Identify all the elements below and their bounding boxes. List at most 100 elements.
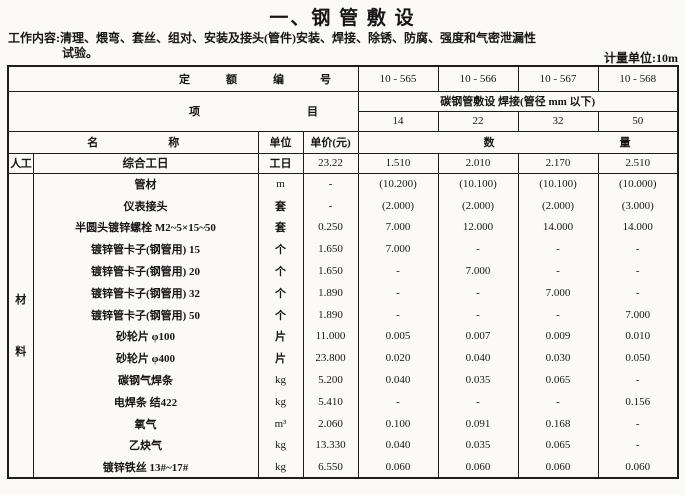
material-name: 镀锌管卡子(钢管用) 15 <box>32 238 259 261</box>
material-name: 镀锌管卡子(钢管用) 20 <box>32 260 259 282</box>
work-content-text-line2: 试验。 <box>62 46 99 60</box>
material-name: 仪表接头 <box>32 194 259 217</box>
material-unit: 个 <box>257 303 304 326</box>
material-value: - <box>597 369 679 391</box>
material-name: 砂轮片 φ400 <box>32 347 259 370</box>
labor-price: 23.22 <box>302 152 359 174</box>
work-content-text: 清理、煨弯、套丝、组对、安装及接头(管件)安装、焊接、除锈、防腐、强度和气密泄漏… <box>60 31 536 45</box>
material-value: - <box>517 303 599 326</box>
material-value: (10.100) <box>517 173 599 195</box>
material-value: 7.000 <box>597 303 679 326</box>
table-row: 砂轮片 φ400 片 23.800 0.020 0.040 0.030 0.05… <box>8 347 679 370</box>
table-row: 半圆头镀锌螺栓 M2~5×15~50 套 0.250 7.000 12.000 … <box>8 216 679 239</box>
material-name: 砂轮片 φ100 <box>32 325 259 348</box>
table-row: 镀锌管卡子(钢管用) 32 个 1.890 - - 7.000 - <box>8 281 679 304</box>
material-value: 0.060 <box>517 456 599 479</box>
material-name: 镀锌管卡子(钢管用) 50 <box>32 303 259 326</box>
material-category-char: 材 <box>15 294 27 307</box>
material-price: 1.890 <box>302 281 359 304</box>
header-row-quota: 定额编号 10 - 565 10 - 566 10 - 567 10 - 568 <box>7 65 679 92</box>
page-title: 一、钢 管 敷 设 <box>269 8 416 29</box>
table-row: 镀锌管卡子(钢管用) 20 个 1.650 - 7.000 - - <box>8 260 679 282</box>
material-value: 7.000 <box>437 260 519 282</box>
material-price: 2.060 <box>302 412 359 435</box>
material-value: - <box>517 238 599 261</box>
table-row: 乙炔气 kg 13.330 0.040 0.035 0.065 - <box>8 434 679 457</box>
work-content-label: 工作内容: <box>8 31 60 45</box>
material-price: 5.200 <box>302 369 359 391</box>
material-value: (2.000) <box>357 194 439 217</box>
labor-value: 1.510 <box>357 152 439 174</box>
material-value: - <box>517 390 599 413</box>
labor-value: 2.010 <box>437 152 519 174</box>
header-row-columns: 名称 单位 单价(元) 数量 <box>7 130 679 154</box>
material-value: - <box>357 281 439 304</box>
material-value: 0.035 <box>437 434 519 457</box>
material-unit: kg <box>257 390 304 413</box>
material-value: - <box>597 260 679 282</box>
material-value: 0.035 <box>437 369 519 391</box>
quantity-column-label: 数量 <box>357 130 679 154</box>
material-name: 半圆头镀锌螺栓 M2~5×15~50 <box>32 216 259 239</box>
material-value: 7.000 <box>357 216 439 239</box>
material-value: 0.065 <box>517 369 599 391</box>
material-price: 6.550 <box>302 456 359 479</box>
labor-category-label: 人工 <box>7 152 34 174</box>
measurement-unit-note: 计量单位:10m <box>604 51 678 65</box>
material-value: 0.100 <box>357 412 439 435</box>
material-value: 0.020 <box>357 347 439 370</box>
quota-number: 10 - 565 <box>357 65 439 92</box>
table-row: 镀锌管卡子(钢管用) 15 个 1.650 7.000 - - - <box>8 238 679 261</box>
material-price: 1.650 <box>302 260 359 282</box>
quota-number-label: 定额编号 <box>7 65 359 92</box>
labor-row: 人工 综合工日 工日 23.22 1.510 2.010 2.170 2.510 <box>7 152 679 174</box>
material-value: - <box>597 281 679 304</box>
price-column-label: 单价(元) <box>302 130 359 154</box>
material-name: 电焊条 结422 <box>32 390 259 413</box>
material-value: 0.060 <box>597 456 679 479</box>
labor-unit: 工日 <box>257 152 304 174</box>
labor-name: 综合工日 <box>32 152 259 174</box>
material-value: 0.168 <box>517 412 599 435</box>
quota-number: 10 - 567 <box>517 65 599 92</box>
material-value: 14.000 <box>517 216 599 239</box>
table-row: 氧气 m³ 2.060 0.100 0.091 0.168 - <box>8 412 679 435</box>
material-name: 氧气 <box>32 412 259 435</box>
labor-value: 2.170 <box>517 152 599 174</box>
material-unit: m³ <box>257 412 304 435</box>
diameter-value: 32 <box>517 110 599 132</box>
material-value: - <box>517 260 599 282</box>
material-value: 0.065 <box>517 434 599 457</box>
diameter-value: 22 <box>437 110 519 132</box>
material-value: - <box>437 238 519 261</box>
material-value: 0.156 <box>597 390 679 413</box>
table-row: 仪表接头 套 - (2.000) (2.000) (2.000) (3.000) <box>8 194 679 217</box>
material-value: 0.050 <box>597 347 679 370</box>
material-price: 5.410 <box>302 390 359 413</box>
material-value: 0.060 <box>437 456 519 479</box>
name-column-label: 名称 <box>7 130 259 154</box>
material-value: 12.000 <box>437 216 519 239</box>
material-price: 11.000 <box>302 325 359 348</box>
material-value: 0.007 <box>437 325 519 348</box>
material-value: 0.030 <box>517 347 599 370</box>
material-unit: 套 <box>257 216 304 239</box>
material-value: - <box>357 260 439 282</box>
material-unit: kg <box>257 456 304 479</box>
material-value: - <box>597 434 679 457</box>
quota-number: 10 - 566 <box>437 65 519 92</box>
material-value: - <box>597 238 679 261</box>
material-value: - <box>597 412 679 435</box>
material-value: 0.060 <box>357 456 439 479</box>
material-value: (2.000) <box>437 194 519 217</box>
material-value: - <box>357 303 439 326</box>
table-row: 碳钢气焊条 kg 5.200 0.040 0.035 0.065 - <box>8 369 679 391</box>
material-name: 碳钢气焊条 <box>32 369 259 391</box>
table-row: 材 料 管材 m - (10.200) (10.100) (10.100) (1… <box>7 173 679 479</box>
unit-column-label: 单位 <box>257 130 304 154</box>
material-name: 镀锌铁丝 13#~17# <box>32 456 259 479</box>
item-group-label: 碳钢管敷设 焊接(管径 mm 以下) <box>357 90 679 112</box>
table-row: 镀锌管卡子(钢管用) 50 个 1.890 - - - 7.000 <box>8 303 679 326</box>
header-row-diameters: 14 22 32 50 <box>8 110 679 132</box>
material-value: 14.000 <box>597 216 679 239</box>
